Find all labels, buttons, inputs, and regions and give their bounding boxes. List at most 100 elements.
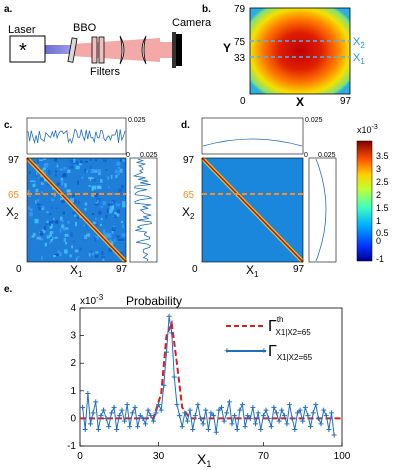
c-xlabel: X1: [70, 263, 83, 279]
c-noise-cell: [114, 213, 120, 217]
c-noise-cell: [122, 201, 127, 205]
c-noise-cell: [110, 174, 113, 179]
c-noise-cell: [116, 161, 121, 166]
series-experiment-point: [116, 413, 122, 419]
c-noise-cell: [86, 233, 90, 237]
c-right-min: 0: [126, 152, 130, 159]
c-noise-cell: [116, 235, 120, 239]
c-noise-cell: [119, 238, 124, 241]
pump-beam: [44, 45, 72, 54]
c-noise-cell: [75, 221, 77, 227]
d-xtick-97: 97: [293, 264, 305, 275]
series-experiment-point: [247, 415, 253, 421]
c-noise-cell: [102, 201, 107, 206]
c-noise-cell: [77, 200, 80, 205]
c-noise-cell: [109, 211, 113, 214]
c-noise-cell: [77, 180, 79, 185]
c-noise-cell: [88, 185, 91, 187]
series-experiment-point: [103, 415, 109, 421]
c-noise-cell: [122, 224, 125, 228]
c-noise-cell: [40, 182, 44, 185]
c-noise-cell: [99, 223, 102, 227]
c-right-marginal-axes: [129, 157, 158, 263]
series-experiment-point: [323, 413, 329, 419]
series-experiment-point: [143, 421, 148, 427]
c-noise-cell: [94, 159, 98, 162]
c-noise-cell: [42, 171, 47, 175]
c-noise-cell: [63, 167, 67, 170]
series-experiment-point: [198, 415, 204, 421]
c-noise-cell: [64, 249, 68, 254]
c-noise-cell: [122, 159, 125, 162]
c-noise-cell: [39, 231, 44, 236]
camera-body: [176, 34, 182, 66]
c-noise-cell: [46, 211, 49, 213]
c-noise-cell: [41, 256, 43, 261]
c-noise-cell: [84, 202, 88, 206]
c-noise-cell: [84, 168, 87, 173]
c-noise-cell: [93, 193, 98, 198]
c-noise-cell: [34, 218, 39, 224]
series-experiment-point: [177, 413, 183, 419]
c-noise-cell: [121, 233, 126, 237]
e-ytick-label: 0: [70, 413, 76, 424]
c-noise-cell: [112, 200, 116, 204]
c-noise-cell: [37, 159, 39, 164]
panel-a-letter: a.: [4, 4, 13, 15]
c-noise-cell: [95, 221, 98, 226]
c-right-max: 0.025: [140, 152, 158, 159]
e-xtick-label: 0: [77, 451, 83, 462]
colorbar-scale: x10-3: [357, 124, 378, 135]
c-noise-cell: [41, 206, 45, 210]
c-noise-cell: [63, 173, 66, 176]
d-right-max: 0.025: [318, 152, 336, 159]
c-noise-cell: [88, 177, 93, 180]
c-noise-cell: [74, 249, 79, 253]
c-map-frame: [26, 157, 127, 263]
c-noise-cell: [110, 241, 114, 246]
series-experiment-point: [148, 413, 154, 419]
series-experiment-point: [260, 413, 266, 419]
d-ytick-97: 97: [183, 155, 195, 166]
c-noise-cell: [81, 176, 84, 179]
series-experiment-point: [174, 402, 180, 408]
c-noise-cell: [54, 236, 58, 239]
c-noise-cell: [109, 206, 114, 210]
c-noise-cell: [60, 197, 64, 201]
series-experiment-point: [258, 426, 264, 432]
c-noise-cell: [51, 198, 55, 202]
c-noise-cell: [42, 158, 47, 160]
c-noise-cell: [55, 170, 57, 173]
e-ytick-label: 4: [70, 303, 76, 314]
c-noise-cell: [53, 255, 56, 257]
series-experiment-point: [289, 415, 295, 421]
cbar-tick-2.5: 2.5: [376, 177, 389, 187]
c-noise-cell: [49, 213, 52, 216]
c-noise-cell: [48, 236, 53, 239]
e-series: [80, 313, 342, 438]
c-noise-cell: [96, 199, 99, 203]
cbar-tick-2: 2: [376, 190, 381, 200]
c-noise-cell: [91, 179, 96, 182]
c-noise-cell: [56, 164, 59, 168]
c-noise-cell: [114, 238, 116, 242]
c-noise-cell: [41, 191, 43, 194]
c-noise-cell: [67, 169, 71, 173]
c-noise-cell: [79, 247, 82, 251]
c-noise-cell: [38, 177, 41, 179]
c-noise-cell: [95, 251, 99, 254]
series-experiment-point: [158, 407, 164, 413]
camera-sensor: [172, 32, 176, 68]
series-experiment-point: [279, 407, 285, 413]
c-noise-cell: [54, 158, 58, 162]
c-noise-cell: [122, 204, 127, 208]
lens-1: [119, 35, 125, 65]
c-noise-cell: [100, 179, 103, 183]
c-noise-cell: [65, 241, 67, 245]
series-experiment-point: [182, 410, 188, 416]
series-experiment-point: [253, 421, 259, 427]
c-noise-cell: [101, 255, 105, 259]
c-noise-cell: [36, 171, 38, 176]
